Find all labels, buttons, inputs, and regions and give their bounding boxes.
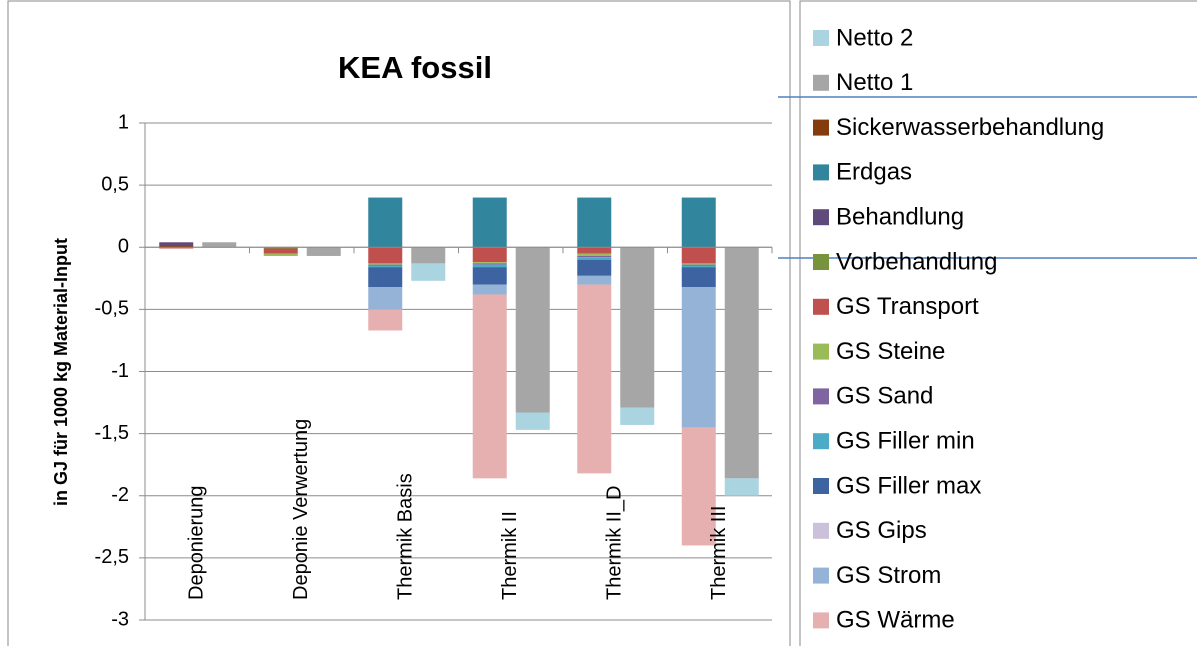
legend-label: GS Wärme [836, 607, 955, 634]
bar-segment [577, 253, 612, 256]
legend-swatch [813, 119, 829, 136]
bar-segment [306, 247, 341, 256]
bar-segment [368, 263, 403, 265]
legend-swatch [813, 209, 829, 226]
bar-segment [368, 197, 403, 248]
legend-label: GS Filler max [836, 472, 981, 499]
x-tick-label: Thermik III [708, 506, 730, 600]
bar-segment [159, 247, 194, 249]
legend-label: GS Transport [836, 293, 979, 320]
x-tick-label: Thermik II [499, 511, 521, 600]
bar-segment [368, 247, 403, 264]
bar-segment [472, 294, 507, 479]
legend-label: GS Sand [836, 383, 933, 410]
x-tick-label: Deponierung [186, 485, 208, 600]
bar-segment [263, 253, 298, 256]
bar-segment [577, 197, 612, 248]
bar-segment [681, 265, 716, 268]
bar-segment [724, 247, 759, 479]
legend-swatch [813, 74, 829, 91]
x-tick-label: Deponie Verwertung [290, 419, 312, 600]
bar-segment [472, 263, 507, 265]
bar-segment [681, 263, 716, 265]
bar-segment [472, 264, 507, 268]
bar-segment [411, 263, 446, 281]
bar-segment [620, 407, 655, 425]
bar-segment [263, 247, 298, 249]
x-tick-label: Thermik Basis [395, 473, 417, 600]
legend-label: Behandlung [836, 204, 964, 231]
y-tick-label: -2 [111, 484, 129, 506]
legend-label: GS Strom [836, 562, 941, 589]
bar-segment [368, 265, 403, 268]
bar-segment [202, 242, 237, 248]
bar-segment [159, 242, 194, 247]
bar-segment [368, 267, 403, 288]
legend-swatch [813, 388, 829, 405]
bar-segment [724, 478, 759, 496]
legend-label: GS Filler min [836, 428, 975, 455]
bar-segment [368, 264, 403, 266]
bar-segment [681, 287, 716, 428]
legend-swatch [813, 30, 829, 46]
bar-segment [411, 247, 446, 264]
legend-swatch [813, 612, 829, 629]
bar-segment [515, 247, 550, 413]
bar-segment [577, 247, 612, 254]
bar-segment [577, 284, 612, 474]
y-tick-label: 1 [118, 111, 129, 133]
legend-swatch [813, 522, 829, 539]
y-axis-label: in GJ für 1000 kg Material-Input [51, 238, 71, 506]
bar-segment [577, 275, 612, 285]
legend-swatch [813, 164, 829, 181]
bar-segment [577, 257, 612, 260]
bar-segment [472, 284, 507, 295]
bar-segment [472, 262, 507, 264]
chart-title: KEA fossil [338, 50, 492, 85]
legend-swatch [813, 478, 829, 494]
y-tick-label: -0,5 [95, 298, 129, 320]
legend-swatch [813, 567, 829, 584]
y-tick-label: 0 [118, 236, 129, 258]
bar-segment [472, 247, 507, 263]
y-tick-label: -1 [111, 360, 129, 382]
legend-swatch [813, 254, 829, 270]
bar-segment [368, 309, 403, 331]
legend-label: Erdgas [836, 159, 912, 186]
y-tick-label: 0,5 [101, 173, 129, 195]
legend-swatch [813, 433, 829, 450]
bar-segment [681, 267, 716, 288]
bar-segment [263, 248, 298, 254]
bar-segment [159, 246, 194, 248]
bar-segment [620, 247, 655, 408]
bar-segment [681, 197, 716, 248]
bar-segment [681, 264, 716, 266]
bar-segment [577, 259, 612, 276]
bar-segment [681, 247, 716, 264]
bar-segment [681, 427, 716, 546]
bar-segment [515, 412, 550, 430]
bar-segment [472, 267, 507, 285]
y-tick-label: -2,5 [95, 546, 129, 568]
legend-label: Vorbehandlung [836, 248, 997, 275]
y-tick-label: -3 [111, 608, 129, 630]
legend-swatch [813, 343, 829, 360]
legend-label: Netto 1 [836, 69, 913, 96]
legend-swatch [813, 298, 829, 315]
y-tick-label: -1,5 [95, 422, 129, 444]
legend-label: Sickerwasserbehandlung [836, 114, 1104, 141]
x-tick-label: Thermik II_D [604, 486, 626, 600]
bar-segment [577, 255, 612, 258]
bar-segment [368, 287, 403, 310]
legend-label: GS Steine [836, 338, 945, 365]
bar-segment [472, 197, 507, 248]
legend-frame [799, 0, 1197, 651]
legend-label: GS Gips [836, 517, 927, 544]
legend-label: Netto 2 [836, 24, 913, 51]
